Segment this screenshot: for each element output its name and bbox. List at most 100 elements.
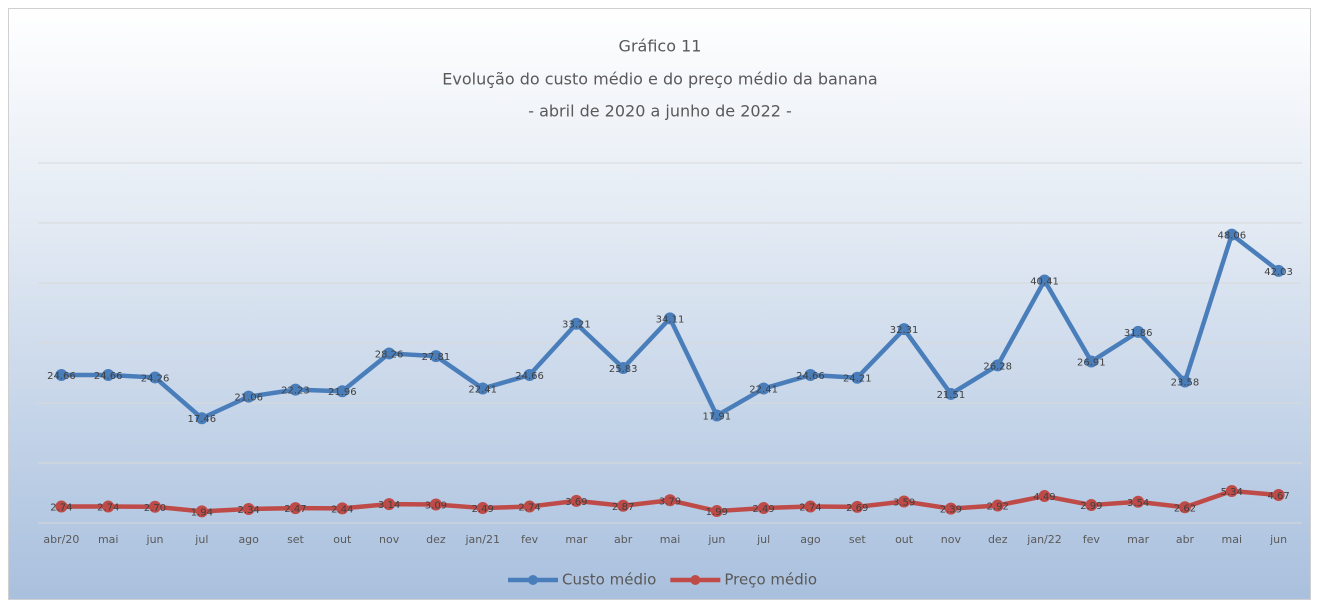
- point: [1085, 499, 1098, 512]
- x-tick-label: mai: [98, 533, 119, 546]
- x-tick-label: jun: [146, 533, 164, 546]
- data-label: 1.99: [706, 507, 728, 518]
- data-label: 28.26: [375, 349, 404, 360]
- data-label: 24.66: [515, 371, 544, 382]
- data-label: 25.83: [609, 364, 638, 375]
- point: [898, 323, 911, 336]
- x-tick-label: mai: [1222, 533, 1243, 546]
- point: [1038, 274, 1051, 287]
- data-label: 22.41: [749, 385, 778, 396]
- point: [336, 502, 349, 515]
- point: [570, 317, 583, 330]
- data-label: 42.03: [1264, 267, 1293, 278]
- point: [898, 495, 911, 508]
- chart-title: Gráfico 11: [619, 37, 702, 56]
- data-label: 21.51: [937, 390, 966, 401]
- point: [1132, 325, 1145, 338]
- data-label: 4.67: [1267, 491, 1289, 502]
- point: [1178, 375, 1191, 388]
- data-label: 24.66: [796, 371, 825, 382]
- chart-subtitle: - abril de 2020 a junho de 2022 -: [528, 102, 792, 121]
- data-label: 3.59: [893, 497, 915, 508]
- data-label: 5.34: [1221, 487, 1243, 498]
- data-label: 2.44: [331, 504, 353, 515]
- legend-label: Preço médio: [724, 571, 817, 589]
- data-label: 2.34: [238, 505, 260, 516]
- point: [851, 371, 864, 384]
- data-label: 26.91: [1077, 358, 1106, 369]
- point: [383, 498, 396, 511]
- data-label: 26.28: [983, 361, 1012, 372]
- x-tick-label: ago: [800, 533, 821, 546]
- legend-marker: [690, 575, 701, 585]
- data-label: 3.69: [565, 497, 587, 508]
- x-tick-label: jul: [756, 533, 770, 546]
- point: [102, 500, 115, 513]
- x-tick-label: fev: [1083, 533, 1101, 546]
- x-tick-label: mai: [660, 533, 681, 546]
- data-label: 48.06: [1217, 231, 1246, 242]
- data-label: 2.39: [940, 505, 962, 516]
- x-tick-label: set: [849, 533, 866, 546]
- x-tick-label: fev: [521, 533, 539, 546]
- data-label: 33.21: [562, 320, 591, 331]
- data-label: 1.94: [191, 507, 213, 518]
- point: [523, 500, 536, 513]
- x-tick-label: ago: [238, 533, 259, 546]
- data-label: 2.74: [518, 503, 540, 514]
- point: [1132, 495, 1145, 508]
- point: [195, 505, 208, 518]
- x-tick-label: dez: [426, 533, 446, 546]
- point: [804, 500, 817, 513]
- x-tick-label: jul: [194, 533, 208, 546]
- data-label: 24.66: [47, 371, 76, 382]
- point: [1085, 355, 1098, 368]
- point: [102, 369, 115, 382]
- data-label: 17.46: [188, 414, 217, 425]
- point: [570, 494, 583, 507]
- data-label: 22.23: [281, 386, 310, 397]
- data-label: 2.74: [97, 503, 119, 514]
- data-label: 2.49: [472, 504, 494, 515]
- point: [242, 502, 255, 515]
- data-label: 27.81: [422, 352, 451, 363]
- point: [336, 385, 349, 398]
- point: [617, 362, 630, 375]
- legend-marker: [528, 575, 538, 585]
- data-label: 2.92: [987, 501, 1009, 512]
- point: [1178, 501, 1191, 514]
- x-tick-label: jan/22: [1026, 533, 1061, 546]
- x-tick-label: abr/20: [43, 533, 79, 546]
- x-tick-label: nov: [379, 533, 400, 546]
- data-label: 17.91: [702, 412, 731, 423]
- point: [1272, 264, 1285, 277]
- data-label: 2.74: [50, 503, 72, 514]
- point: [523, 369, 536, 382]
- point: [429, 498, 442, 511]
- data-label: 2.62: [1174, 503, 1196, 514]
- data-label: 23.58: [1171, 378, 1200, 389]
- point: [710, 409, 723, 422]
- data-label: 24.21: [843, 374, 872, 385]
- x-tick-label: nov: [941, 533, 962, 546]
- x-tick-label: out: [333, 533, 352, 546]
- data-label: 2.49: [752, 504, 774, 515]
- point: [991, 499, 1004, 512]
- point: [851, 500, 864, 513]
- point: [383, 347, 396, 360]
- data-label: 3.79: [659, 496, 681, 507]
- x-tick-label: jun: [707, 533, 725, 546]
- point: [1038, 490, 1051, 503]
- point: [757, 502, 770, 515]
- x-tick-label: set: [287, 533, 304, 546]
- point: [1225, 484, 1238, 497]
- point: [664, 494, 676, 507]
- point: [289, 383, 302, 396]
- point: [429, 350, 442, 363]
- point: [804, 369, 817, 382]
- data-label: 21.06: [234, 393, 263, 404]
- data-label: 21.96: [328, 387, 357, 398]
- data-label: 2.69: [846, 503, 868, 514]
- point: [617, 499, 630, 512]
